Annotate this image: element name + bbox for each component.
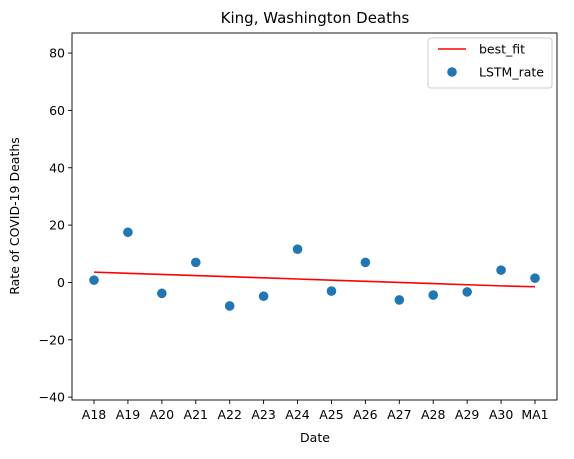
lstm-rate-point [123, 227, 133, 238]
x-tick-label: A23 [251, 407, 275, 422]
y-tick-label: −40 [39, 390, 65, 405]
x-tick-label: A29 [455, 407, 480, 422]
legend-lstm-rate-label: LSTM_rate [479, 65, 544, 80]
y-axis: −40 −20 0 20 40 60 80 [39, 46, 72, 405]
best-fit-line [93, 271, 536, 288]
x-tick-label: A26 [353, 407, 378, 422]
x-tick-label: MA1 [521, 407, 548, 422]
lstm-rate-point [530, 273, 540, 283]
y-tick-label: 80 [49, 46, 65, 61]
lstm-rate-point [190, 257, 201, 268]
y-axis-label: Rate of COVID-19 Deaths [7, 137, 22, 295]
lstm-rate-point [157, 288, 167, 299]
x-tick-label: A28 [421, 407, 446, 422]
legend: best_fit LSTM_rate [427, 37, 553, 89]
x-tick-label: A18 [82, 407, 107, 422]
legend-box [427, 37, 553, 89]
y-tick-label: 60 [49, 103, 65, 118]
y-tick-label: 20 [49, 218, 65, 233]
x-tick-label: A25 [319, 407, 343, 422]
x-tick-label: A22 [217, 407, 241, 422]
x-tick-label: A21 [184, 407, 208, 422]
plot-area [89, 227, 540, 311]
lstm-rate-point [224, 301, 235, 311]
lstm-rate-point [326, 286, 337, 296]
y-tick-label: 0 [57, 275, 65, 290]
lstm-rate-point [496, 265, 506, 275]
legend-best-fit-label: best_fit [479, 42, 525, 57]
plot-frame [71, 32, 558, 401]
lstm-rate-point [462, 287, 472, 297]
lstm-rate-point [258, 291, 269, 302]
x-tick-label: A27 [387, 407, 411, 422]
lstm-rate-point [428, 290, 439, 300]
lstm-rate-point [292, 244, 303, 254]
legend-lstm-rate-swatch [447, 67, 457, 77]
chart-title: King, Washington Deaths [221, 9, 410, 27]
lstm-rate-point [394, 295, 405, 305]
x-tick-label: A19 [116, 407, 141, 422]
x-axis: A18 A19 A20 A21 A22 A23 A24 A25 A26 A27 A28 A29 A30 M… [82, 400, 549, 422]
x-tick-label: A24 [285, 407, 310, 422]
x-axis-label: Date [300, 430, 330, 445]
x-tick-label: A20 [150, 407, 175, 422]
y-tick-label: 40 [49, 160, 65, 175]
lstm-rate-point [360, 257, 371, 268]
x-tick-label: A30 [489, 407, 514, 422]
y-tick-label: −20 [39, 332, 65, 347]
lstm-rate-point [89, 275, 99, 285]
